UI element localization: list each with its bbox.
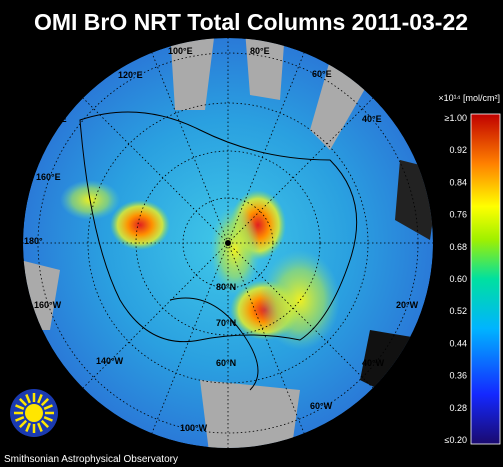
lon-label: 160°W xyxy=(34,300,62,310)
sun-ray xyxy=(18,397,28,407)
lat-label: 80°N xyxy=(216,282,236,292)
colorbar-tick-label: 0.84 xyxy=(449,177,467,187)
credit: Smithsonian Astrophysical Observatory xyxy=(4,454,178,465)
title: OMI BrO NRT Total Columns 2011-03-22 xyxy=(34,9,468,35)
lon-label: 20°W xyxy=(396,300,419,310)
sun-ray xyxy=(43,404,53,410)
sun-ray xyxy=(25,422,31,432)
colorbar-ticks: ≥1.00 0.92 0.84 0.76 0.68 0.60 0.52 0.44 0.36 0.2… xyxy=(445,113,467,445)
sun-ray xyxy=(37,394,43,404)
colorbar-tick-label: ≤0.20 xyxy=(445,435,467,445)
sun-ray xyxy=(43,416,53,422)
lat-label: 60°N xyxy=(216,358,236,368)
sun-ray xyxy=(18,419,28,429)
colorbar xyxy=(470,113,501,445)
colorbar-tick-label: 0.76 xyxy=(449,210,467,220)
lon-label: 100°W xyxy=(180,423,208,433)
colorbar-tick-label: 0.28 xyxy=(449,403,467,413)
lon-label: 40°W xyxy=(362,358,385,368)
map-labels: 100°E 80°E 60°E 40°E 120°E 140°E 160°E 1… xyxy=(24,46,419,433)
sun-ray xyxy=(37,422,43,432)
sun-ray xyxy=(25,394,31,404)
lon-label: 100°E xyxy=(168,46,193,56)
colorbar-tick-label: 0.92 xyxy=(449,145,467,155)
lon-label: 80°E xyxy=(250,46,270,56)
lon-label: 120°E xyxy=(118,70,143,80)
lon-label: 40°E xyxy=(362,114,382,124)
colorbar-tick-label: 0.68 xyxy=(449,242,467,252)
lon-label: 140°E xyxy=(42,114,67,124)
colorbar-unit: ×10¹⁴ [mol/cm²] xyxy=(438,93,500,103)
colorbar-tick-label: 0.52 xyxy=(449,306,467,316)
lon-label: 180° xyxy=(24,236,43,246)
colorbar-tick-label: 0.44 xyxy=(449,338,467,348)
lon-label: 160°E xyxy=(36,172,61,182)
lon-label: 60°E xyxy=(312,69,332,79)
sun-ray xyxy=(40,397,50,407)
sun-ray xyxy=(15,404,25,410)
colorbar-tick-label: 0.60 xyxy=(449,274,467,284)
colorbar-tick-label: ≥1.00 xyxy=(445,113,467,123)
logo xyxy=(10,389,58,437)
sun-ray xyxy=(40,419,50,429)
map xyxy=(23,38,433,448)
lat-label: 70°N xyxy=(216,318,236,328)
lon-label: 60°W xyxy=(310,401,333,411)
colorbar-tick-label: 0.36 xyxy=(449,371,467,381)
lon-label: 140°W xyxy=(96,356,124,366)
sun-ray xyxy=(15,416,25,422)
